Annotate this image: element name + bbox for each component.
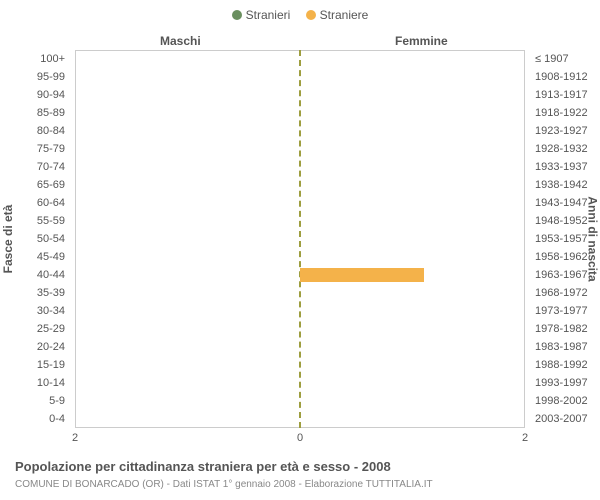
birth-year-label: 1998-2002	[535, 395, 588, 407]
column-header-femmine: Femmine	[395, 34, 448, 48]
y-axis-title-left: Fasce di età	[1, 205, 15, 274]
legend-dot-stranieri	[232, 10, 242, 20]
column-header-maschi: Maschi	[160, 34, 201, 48]
age-label: 10-14	[37, 377, 65, 389]
chart-row: 40-441963-1967	[75, 266, 525, 284]
chart-row: 0-42003-2007	[75, 410, 525, 428]
birth-year-label: 1968-1972	[535, 287, 588, 299]
age-label: 65-69	[37, 179, 65, 191]
chart-row: 80-841923-1927	[75, 122, 525, 140]
age-label: 95-99	[37, 71, 65, 83]
birth-year-label: 1918-1922	[535, 107, 588, 119]
age-label: 25-29	[37, 323, 65, 335]
age-label: 5-9	[49, 395, 65, 407]
birth-year-label: 1963-1967	[535, 269, 588, 281]
x-tick-left: 2	[72, 432, 78, 444]
chart-row: 70-741933-1937	[75, 158, 525, 176]
birth-year-label: 1953-1957	[535, 233, 588, 245]
x-axis: 2 0 2	[75, 428, 525, 448]
chart-row: 60-641943-1947	[75, 194, 525, 212]
birth-year-label: 1993-1997	[535, 377, 588, 389]
chart-row: 100+≤ 1907	[75, 50, 525, 68]
legend-item-straniere: Straniere	[306, 8, 369, 22]
birth-year-label: 1938-1942	[535, 179, 588, 191]
birth-year-label: 1948-1952	[535, 215, 588, 227]
chart-row: 5-91998-2002	[75, 392, 525, 410]
chart-row: 10-141993-1997	[75, 374, 525, 392]
chart-row: 45-491958-1962	[75, 248, 525, 266]
chart-row: 95-991908-1912	[75, 68, 525, 86]
birth-year-label: 2003-2007	[535, 413, 588, 425]
age-label: 0-4	[49, 413, 65, 425]
chart-row: 55-591948-1952	[75, 212, 525, 230]
age-label: 40-44	[37, 269, 65, 281]
birth-year-label: 1988-1992	[535, 359, 588, 371]
birth-year-label: 1978-1982	[535, 323, 588, 335]
age-label: 45-49	[37, 251, 65, 263]
footer-title: Popolazione per cittadinanza straniera p…	[15, 459, 391, 474]
chart-row: 20-241983-1987	[75, 338, 525, 356]
age-label: 20-24	[37, 341, 65, 353]
birth-year-label: 1923-1927	[535, 125, 588, 137]
chart-container: Stranieri Straniere Maschi Femmine Fasce…	[0, 0, 600, 500]
birth-year-label: 1983-1987	[535, 341, 588, 353]
age-label: 70-74	[37, 161, 65, 173]
chart-row: 90-941913-1917	[75, 86, 525, 104]
birth-year-label: 1973-1977	[535, 305, 588, 317]
age-label: 90-94	[37, 89, 65, 101]
age-label: 80-84	[37, 125, 65, 137]
x-tick-center: 0	[297, 432, 303, 444]
chart-row: 15-191988-1992	[75, 356, 525, 374]
birth-year-label: 1958-1962	[535, 251, 588, 263]
birth-year-label: 1943-1947	[535, 197, 588, 209]
chart-row: 35-391968-1972	[75, 284, 525, 302]
plot-area: 100+≤ 190795-991908-191290-941913-191785…	[75, 50, 525, 428]
x-tick-right: 2	[522, 432, 528, 444]
chart-row: 85-891918-1922	[75, 104, 525, 122]
age-label: 30-34	[37, 305, 65, 317]
birth-year-label: 1913-1917	[535, 89, 588, 101]
age-label: 75-79	[37, 143, 65, 155]
birth-year-label: 1928-1932	[535, 143, 588, 155]
legend-dot-straniere	[306, 10, 316, 20]
chart-row: 50-541953-1957	[75, 230, 525, 248]
chart-row: 30-341973-1977	[75, 302, 525, 320]
age-label: 35-39	[37, 287, 65, 299]
age-label: 85-89	[37, 107, 65, 119]
birth-year-label: ≤ 1907	[535, 53, 569, 65]
age-label: 100+	[40, 53, 65, 65]
age-label: 50-54	[37, 233, 65, 245]
chart-row: 25-291978-1982	[75, 320, 525, 338]
legend-label-straniere: Straniere	[320, 8, 369, 22]
footer-subtitle: COMUNE DI BONARCADO (OR) - Dati ISTAT 1°…	[15, 479, 433, 490]
age-label: 15-19	[37, 359, 65, 371]
birth-year-label: 1933-1937	[535, 161, 588, 173]
chart-row: 65-691938-1942	[75, 176, 525, 194]
legend-label-stranieri: Stranieri	[246, 8, 291, 22]
birth-year-label: 1908-1912	[535, 71, 588, 83]
bar-female	[300, 268, 424, 282]
age-label: 60-64	[37, 197, 65, 209]
legend: Stranieri Straniere	[0, 8, 600, 23]
age-label: 55-59	[37, 215, 65, 227]
chart-row: 75-791928-1932	[75, 140, 525, 158]
legend-item-stranieri: Stranieri	[232, 8, 291, 22]
